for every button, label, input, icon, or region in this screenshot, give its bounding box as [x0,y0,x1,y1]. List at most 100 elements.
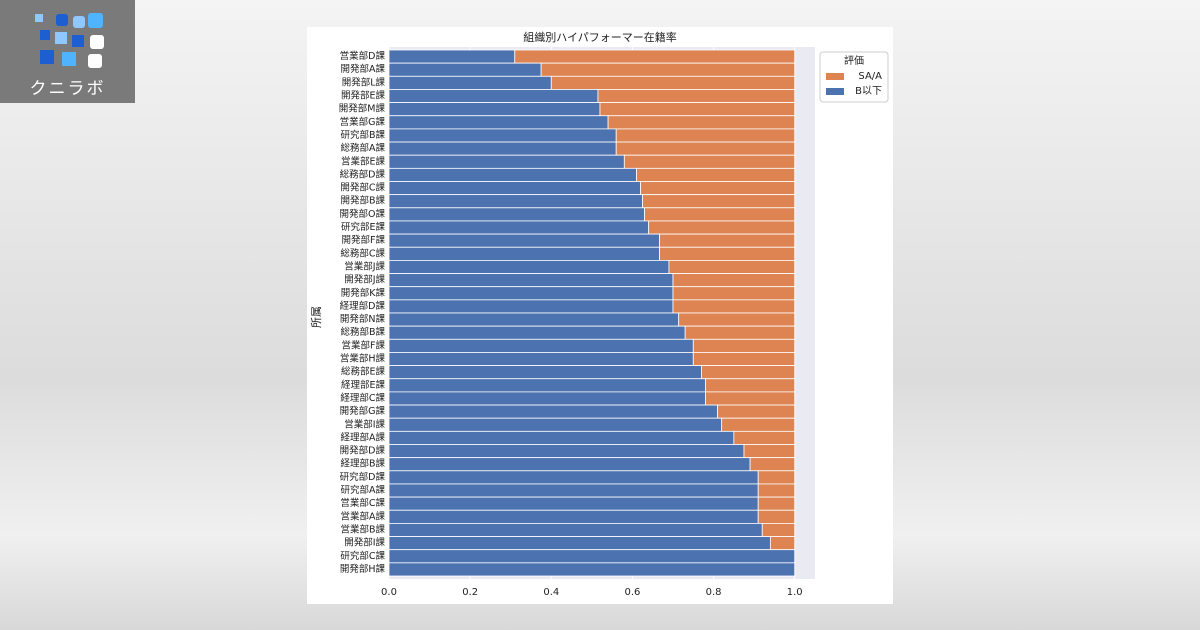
bar-segment [743,444,796,459]
y-tick-label: 研究部B課 [340,129,385,141]
y-tick-label: 営業部A課 [341,510,386,522]
y-tick-label: 営業部I課 [344,418,385,430]
bar-segment [388,470,759,485]
legend-swatch [826,88,844,95]
bar-segment [388,181,641,196]
y-tick-label: 開発部N課 [340,313,386,325]
bar-segment [644,207,796,222]
bar-segment [757,483,796,498]
y-tick-label: 開発部I課 [344,537,385,549]
bar-segment [388,273,674,288]
legend-label: B以下 [855,86,882,97]
x-tick-label: 0.6 [624,587,640,598]
bar-segment [388,102,601,117]
bar-segment [705,378,796,393]
bar-segment [388,312,680,327]
y-tick-label: 開発部D課 [340,445,386,457]
bar-segment [388,430,735,445]
x-tick-label: 1.0 [787,587,803,598]
logo-text: クニラボ [29,79,106,99]
bar-segment [388,115,609,130]
y-tick-label: 経理部C課 [340,392,385,404]
bar-segment [388,49,516,64]
bar-segment [672,273,796,288]
bar-segment [388,299,674,314]
y-tick-label: 営業部B課 [340,523,385,535]
bar-segment [388,286,674,301]
bar-segment [388,378,706,393]
bar-segment [514,49,796,64]
y-tick-label: 研究部E課 [341,221,386,233]
y-tick-label: 営業部H課 [340,353,386,365]
bar-segment [607,115,796,130]
bar-segment [388,404,719,419]
bar-segment [642,194,796,209]
y-tick-label: 営業部E課 [341,155,386,167]
bar-segment [761,522,796,537]
y-tick-label: 開発部K課 [341,287,386,299]
bar-segment [705,391,796,406]
bar-segment [388,457,751,472]
bar-segment [672,286,796,301]
bar-segment [615,141,796,156]
y-tick-label: 開発部L課 [342,76,386,88]
x-tick-label: 0.2 [462,587,478,598]
y-tick-label: 開発部F課 [342,234,386,246]
bar-segment [388,220,650,235]
bar-segment [388,417,723,432]
bar-segment [692,338,796,353]
y-tick-label: 開発部H課 [340,563,386,575]
bar-segment [540,62,796,77]
bar-segment [640,181,796,196]
bar-segment [692,352,796,367]
bar-segment [388,522,763,537]
bar-segment [597,89,796,104]
y-tick-label: 総務部A課 [341,142,386,154]
x-tick-label: 0.8 [706,587,722,598]
bar-segment [388,233,661,248]
bar-segment [388,246,661,261]
bar-segment [388,167,637,182]
logo-icon [35,13,104,68]
bar-segment [678,312,796,327]
y-tick-label: 開発部O課 [340,208,386,220]
chart: 組織別ハイパフォーマー在籍率 所属 0.0 0.2 0.4 0.6 0.8 1.0 営業部D… [307,27,893,604]
y-tick-label: 総務部E課 [341,366,386,378]
y-tick-label: 開発部A課 [341,63,386,75]
bar-segment [623,154,796,169]
y-tick-label: 経理部A課 [341,431,386,443]
y-tick-label: 営業部J課 [344,260,385,272]
y-tick-label: 研究部A課 [341,484,386,496]
y-tick-label: 開発部C課 [340,182,385,194]
x-tick-label: 0.4 [543,587,559,598]
y-tick-label: 総務部B課 [340,326,385,338]
bar-segment [757,470,796,485]
bar-segment [550,75,796,90]
bar-segment [388,338,694,353]
x-tick-label: 0.0 [381,587,397,598]
y-tick-label: 研究部C課 [340,550,385,562]
y-tick-label: 経理部D課 [340,300,386,312]
bar-segment [615,128,796,143]
bar-segment [733,430,796,445]
bar-segment [388,325,686,340]
bar-segment [659,233,796,248]
y-tick-label: 開発部B課 [340,195,385,207]
bar-segment [388,259,670,274]
bar-segment [388,154,625,169]
bar-segment [717,404,796,419]
bar-segment [388,128,617,143]
y-tick-label: 総務部C課 [340,247,385,259]
bar-segment [388,194,643,209]
bar-segment [388,391,706,406]
bar-segment [769,536,796,551]
bar-segment [659,246,796,261]
bar-segment [388,536,771,551]
bar-segment [648,220,796,235]
y-tick-label: 研究部D課 [340,471,386,483]
legend-swatch [826,73,844,80]
bar-segment [388,141,617,156]
bar-segment [388,89,599,104]
bar-segment [388,444,745,459]
